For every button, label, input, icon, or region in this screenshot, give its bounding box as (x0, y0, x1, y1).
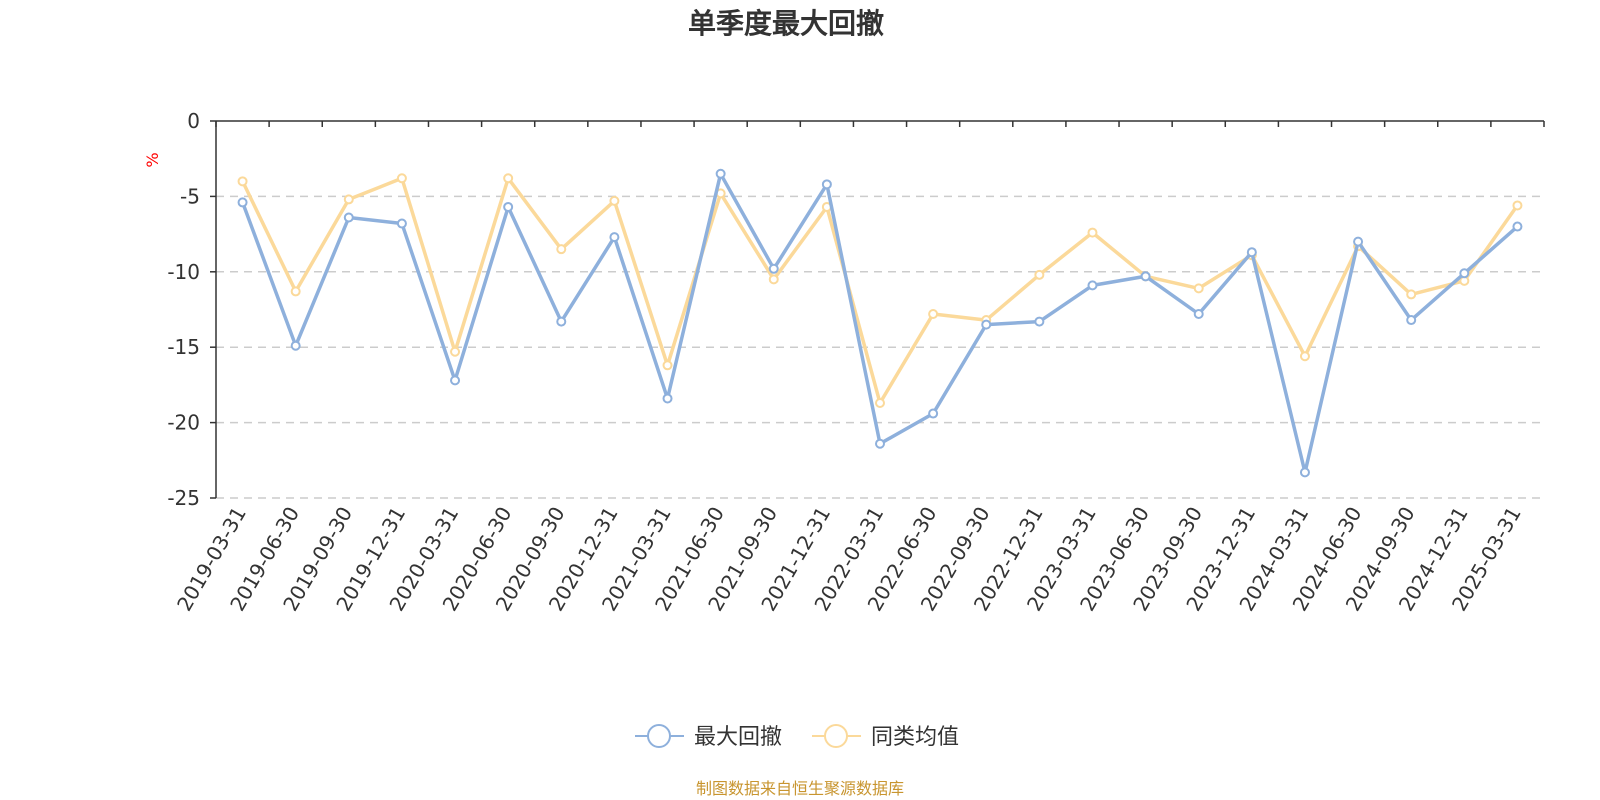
series-0-point[interactable] (1353, 236, 1364, 247)
series-0-point[interactable] (450, 375, 461, 386)
grid-lines (216, 195, 1544, 499)
series-0-point[interactable] (1459, 268, 1470, 279)
legend-marker-0 (647, 724, 671, 748)
series-0-point[interactable] (1406, 315, 1417, 326)
series-1-point[interactable] (503, 173, 514, 184)
chart-title: 单季度最大回撤 (688, 7, 884, 40)
legend-marker-1 (824, 724, 848, 748)
series-line-0 (240, 172, 1519, 475)
series-1-point[interactable] (556, 244, 567, 255)
series-0-point[interactable] (928, 408, 939, 419)
series-1-point[interactable] (768, 274, 779, 285)
legend: 最大回撤 同类均值 (635, 724, 959, 750)
y-tick-label: -15 (167, 335, 200, 359)
series-1-point[interactable] (450, 346, 461, 357)
series-1-point[interactable] (875, 397, 885, 408)
series-1-point[interactable] (1512, 200, 1523, 211)
series-0-point[interactable] (290, 340, 301, 351)
series-1-point[interactable] (343, 194, 354, 205)
legend-item-0[interactable]: 最大回撤 (635, 724, 782, 750)
series-0-point[interactable] (1034, 316, 1045, 327)
y-tick-label: -25 (167, 486, 200, 510)
series-line-1 (241, 176, 1519, 405)
series-1-point[interactable] (1299, 351, 1310, 362)
y-tick-label: -20 (167, 411, 200, 435)
series-1-point[interactable] (1034, 269, 1045, 280)
series-0-point[interactable] (715, 168, 726, 179)
y-axis-unit: % (143, 152, 162, 167)
y-tick-labels: 0 -5 -10 -15 -20 -25 (167, 109, 200, 510)
source-note: 制图数据来自恒生聚源数据库 (696, 779, 904, 798)
series-0-point[interactable] (875, 438, 885, 449)
series-1-point[interactable] (1087, 227, 1098, 238)
series-0-point[interactable] (237, 197, 248, 208)
series-0-point[interactable] (981, 319, 992, 330)
series-1-point[interactable] (662, 360, 673, 371)
series-1-point[interactable] (928, 309, 939, 320)
series-0-point[interactable] (1246, 247, 1257, 258)
series-layer (237, 168, 1523, 478)
series-0-point[interactable] (662, 393, 673, 404)
series-0-point[interactable] (1512, 221, 1523, 232)
series-1-point[interactable] (290, 286, 301, 297)
y-tick-label: -5 (180, 184, 200, 208)
series-0-point[interactable] (556, 316, 567, 327)
series-0-point[interactable] (768, 263, 779, 274)
series-1-point[interactable] (237, 176, 248, 187)
series-0-point[interactable] (1299, 467, 1310, 478)
legend-label-0: 最大回撤 (694, 725, 782, 750)
series-0-point[interactable] (503, 201, 514, 212)
y-tick-label: 0 (187, 109, 200, 133)
series-0-point[interactable] (821, 179, 832, 190)
legend-item-1[interactable]: 同类均值 (812, 724, 959, 750)
series-0-point[interactable] (1193, 309, 1204, 320)
series-0-point[interactable] (396, 218, 407, 229)
series-1-point[interactable] (609, 195, 620, 206)
series-1-point[interactable] (1193, 283, 1204, 294)
series-0-point[interactable] (609, 232, 620, 243)
series-0-point[interactable] (1140, 271, 1151, 282)
axes (210, 120, 1545, 499)
series-1-point[interactable] (396, 173, 407, 184)
legend-label-1: 同类均值 (871, 725, 959, 750)
y-tick-label: -10 (167, 260, 200, 284)
x-tick-labels: 2019-03-312019-06-302019-09-302019-12-31… (172, 503, 1526, 616)
series-0-point[interactable] (343, 212, 354, 223)
series-1-point[interactable] (1406, 289, 1417, 300)
series-0-point[interactable] (1087, 280, 1098, 291)
